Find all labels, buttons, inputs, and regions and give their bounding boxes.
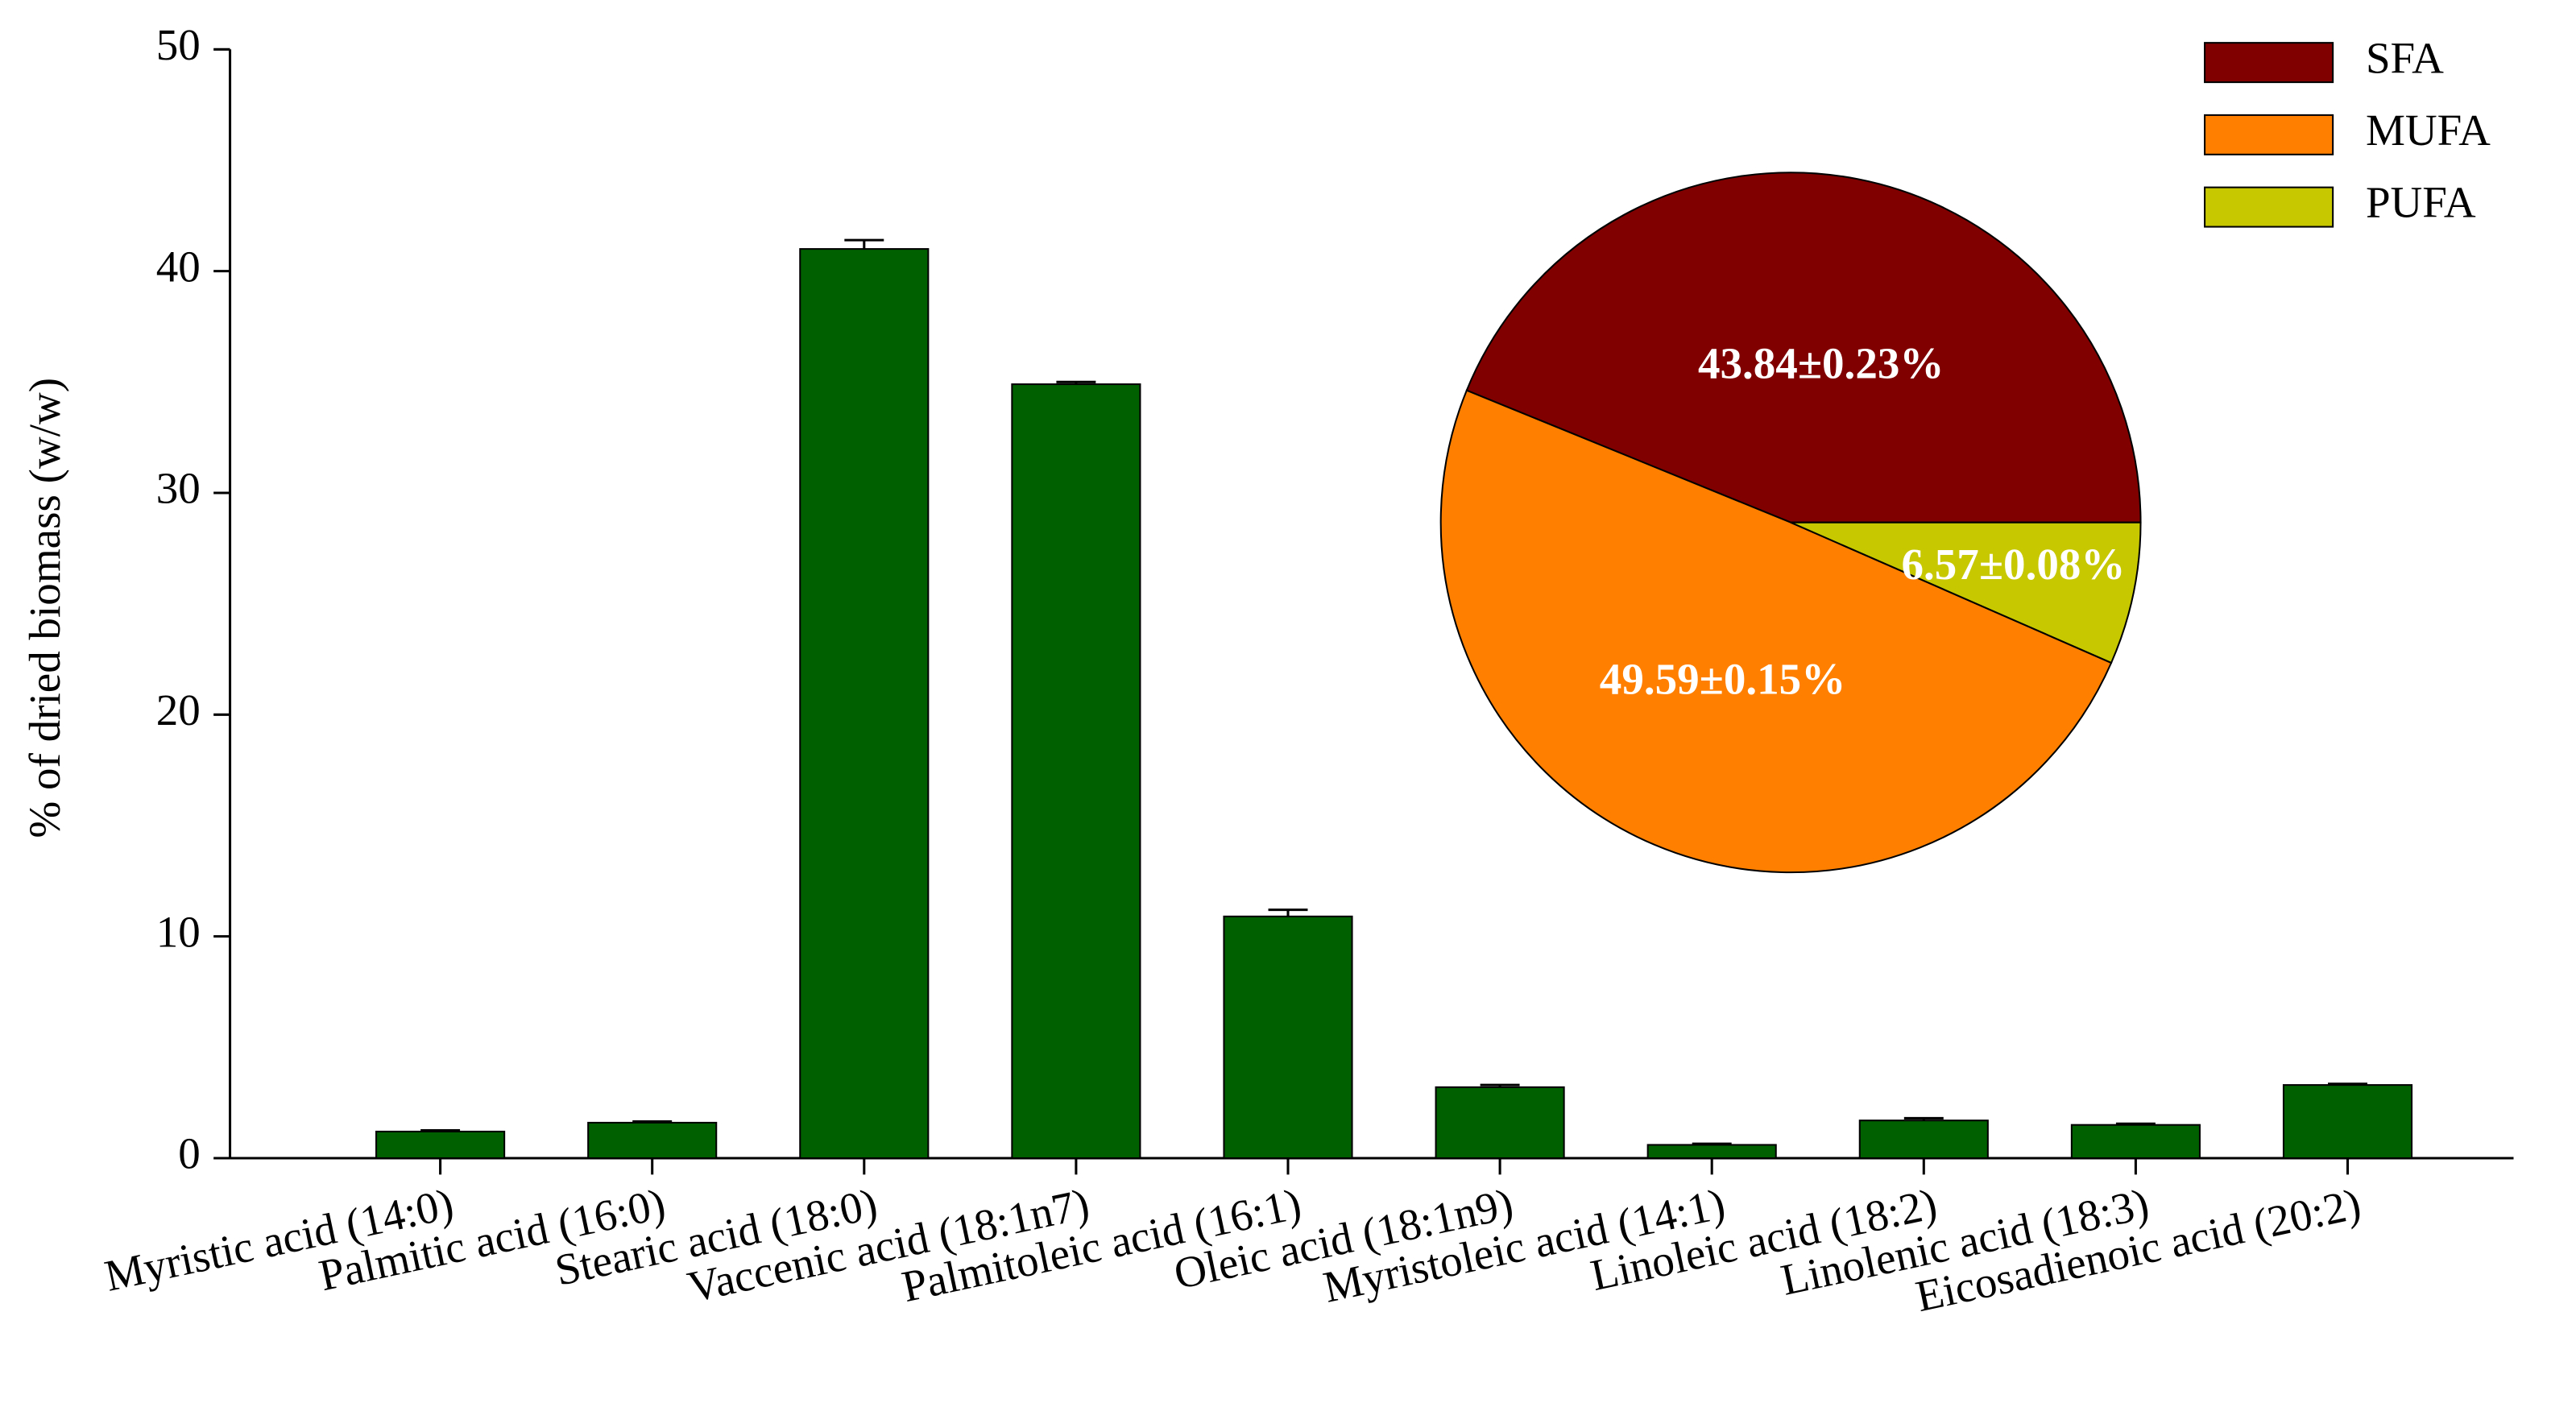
error-bar: [844, 238, 884, 250]
error-bar: [2328, 1082, 2367, 1086]
y-tick-label: 20: [156, 685, 201, 735]
y-tick-label: 0: [178, 1129, 201, 1178]
y-tick-label: 50: [156, 20, 201, 69]
y-tick-label: 10: [156, 907, 201, 956]
slice-label: 43.84±0.23%: [1698, 338, 1944, 387]
pie-slice: [1790, 521, 2142, 664]
slice-label: 6.57±0.08%: [1902, 540, 2126, 589]
legend-label: MUFA: [2366, 106, 2491, 155]
pie-slice: [1465, 172, 2142, 524]
slice-label: 49.59±0.15%: [1600, 654, 1845, 703]
bar: [799, 248, 930, 1160]
error-bar: [1480, 1083, 1520, 1087]
legend-swatch: [2204, 186, 2334, 228]
bar: [1858, 1120, 1989, 1160]
bar: [1011, 383, 1141, 1160]
bar: [1646, 1144, 1777, 1160]
bar: [1435, 1086, 1565, 1160]
bar: [2070, 1124, 2201, 1160]
bar: [375, 1130, 506, 1160]
bar: [587, 1121, 718, 1160]
y-tick-label: 40: [156, 242, 201, 291]
error-bar: [420, 1129, 461, 1132]
error-bar: [1268, 908, 1308, 917]
legend-label: PUFA: [2366, 178, 2476, 227]
y-axis-label: % of dried biomass (w/w): [20, 378, 69, 838]
error-bar: [1056, 380, 1096, 385]
y-tick-label: 30: [156, 464, 201, 513]
legend-swatch: [2204, 42, 2334, 84]
legend-swatch: [2204, 114, 2334, 155]
pie-slice: [1439, 389, 2113, 874]
legend-label: SFA: [2366, 33, 2444, 82]
bar: [1223, 915, 1353, 1160]
bar: [2282, 1084, 2413, 1160]
error-bar: [632, 1120, 673, 1124]
error-bar: [1903, 1116, 1944, 1121]
